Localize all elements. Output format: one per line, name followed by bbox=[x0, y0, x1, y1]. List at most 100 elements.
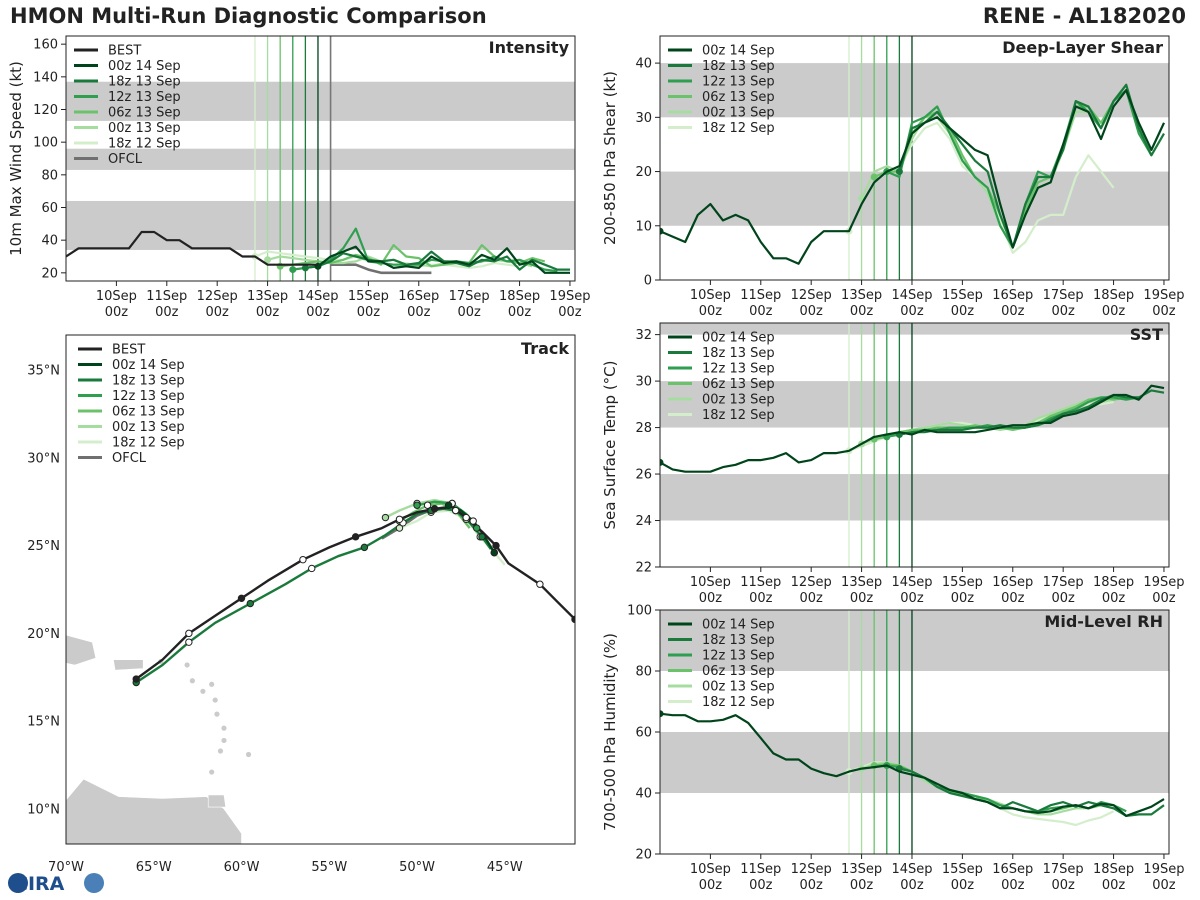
intensity-xtick-label: 14Sep bbox=[297, 289, 338, 304]
rh-xtick-sublabel: 00z bbox=[749, 878, 773, 893]
satellite-icon bbox=[84, 873, 104, 893]
intensity-xtick-label: 11Sep bbox=[146, 289, 187, 304]
rh-xtick-label: 15Sep bbox=[942, 862, 983, 877]
rh-band-0 bbox=[660, 732, 1169, 793]
intensity-xtick-sublabel: 00z bbox=[357, 305, 381, 320]
sst-xtick-sublabel: 00z bbox=[951, 591, 975, 606]
sst-xtick-label: 16Sep bbox=[992, 575, 1033, 590]
rh-xtick-sublabel: 00z bbox=[951, 878, 975, 893]
shear-xtick-sublabel: 00z bbox=[1051, 304, 1075, 319]
rh-ylabel: 700-500 hPa Humidity (%) bbox=[601, 633, 619, 831]
intensity-ytick-label: 160 bbox=[33, 38, 58, 53]
island-1 bbox=[189, 678, 195, 684]
sst-xtick-label: 11Sep bbox=[740, 575, 781, 590]
intensity-ytick-label: 20 bbox=[41, 266, 58, 281]
rh-xtick-label: 11Sep bbox=[740, 862, 781, 877]
rh-ytick-label: 100 bbox=[627, 604, 652, 619]
sst-band-0 bbox=[660, 474, 1169, 521]
track-point-BEST bbox=[430, 505, 439, 513]
intensity-xtick-label: 17Sep bbox=[449, 289, 490, 304]
sst-xtick-sublabel: 00z bbox=[749, 591, 773, 606]
intensity-legend-label: BEST bbox=[108, 44, 141, 59]
shear-xtick-label: 12Sep bbox=[791, 288, 832, 303]
track-lon-label: 70°W bbox=[48, 860, 84, 875]
rh-xtick-label: 18Sep bbox=[1093, 862, 1134, 877]
globe-icon bbox=[8, 873, 28, 893]
rh-xtick-sublabel: 00z bbox=[900, 878, 924, 893]
intensity-series-BEST bbox=[66, 230, 318, 266]
shear-xtick-label: 11Sep bbox=[740, 288, 781, 303]
shear-series-18z-13-Sep bbox=[898, 83, 1165, 249]
rh-xtick-sublabel: 00z bbox=[850, 878, 874, 893]
sst-title: SST bbox=[1130, 325, 1163, 344]
intensity-xtick-label: 12Sep bbox=[197, 289, 238, 304]
shear-xtick-sublabel: 00z bbox=[900, 304, 924, 319]
shear-xtick-label: 17Sep bbox=[1043, 288, 1084, 303]
track-legend-label: OFCL bbox=[112, 451, 147, 466]
track-title: Track bbox=[521, 339, 569, 358]
rh-plot-area bbox=[660, 610, 1169, 854]
sst-ytick-label: 30 bbox=[635, 375, 652, 390]
shear-panel: 01020304010Sep00z11Sep00z12Sep00z13Sep00… bbox=[601, 35, 1184, 319]
sst-xtick-sublabel: 00z bbox=[800, 591, 824, 606]
sst-legend-label: 18z 12 Sep bbox=[702, 408, 775, 423]
sst-band-2 bbox=[660, 323, 1169, 335]
track-point-18z-13-Sep bbox=[451, 506, 460, 515]
track-point-BEST bbox=[132, 675, 140, 683]
shear-ytick-label: 20 bbox=[635, 165, 652, 180]
shear-xtick-label: 19Sep bbox=[1143, 288, 1184, 303]
intensity-xtick-label: 15Sep bbox=[348, 289, 389, 304]
intensity-legend-label: 12z 13 Sep bbox=[108, 90, 181, 105]
intensity-series-18z-13-Sep bbox=[305, 250, 570, 271]
track-point-18z-13-Sep bbox=[185, 638, 193, 646]
intensity-legend-label: OFCL bbox=[108, 152, 143, 167]
rh-xtick-sublabel: 00z bbox=[1001, 878, 1025, 893]
rh-legend-label: 18z 12 Sep bbox=[702, 695, 775, 710]
intensity-ytick-label: 40 bbox=[41, 234, 58, 249]
track-panel: 70°W 65°W 60°W 55°W 50°W 45°W 10°N 15°N 20°N 25°N… bbox=[27, 334, 576, 875]
rh-ytick-label: 40 bbox=[635, 787, 652, 802]
track-point-BEST bbox=[237, 594, 246, 602]
track-lat-label: 35°N bbox=[27, 364, 60, 379]
intensity-series-00z-14-Sep bbox=[317, 245, 570, 274]
rh-series-00z-14-Sep bbox=[660, 712, 1165, 818]
rh-legend-label: 06z 13 Sep bbox=[702, 664, 775, 679]
rh-title: Mid-Level RH bbox=[1044, 612, 1163, 631]
intensity-ytick-label: 100 bbox=[33, 136, 58, 151]
shear-legend-label: 18z 13 Sep bbox=[702, 59, 775, 74]
rh-band-1 bbox=[660, 610, 1169, 671]
rh-xtick-label: 19Sep bbox=[1143, 862, 1184, 877]
sst-xtick-sublabel: 00z bbox=[1051, 591, 1075, 606]
sst-legend-label: 18z 13 Sep bbox=[702, 346, 775, 361]
intensity-xtick-sublabel: 00z bbox=[155, 305, 179, 320]
sst-series-18z-13-Sep bbox=[899, 389, 1165, 436]
rh-xtick-label: 17Sep bbox=[1043, 862, 1084, 877]
sst-ytick-label: 26 bbox=[635, 468, 652, 483]
track-point-BEST bbox=[492, 541, 500, 550]
island-3 bbox=[221, 725, 227, 731]
rh-xtick-sublabel: 00z bbox=[699, 878, 723, 893]
track-point-18z-13-Sep bbox=[360, 543, 369, 552]
shear-xtick-label: 15Sep bbox=[942, 288, 983, 303]
island-0 bbox=[209, 681, 215, 687]
land-mass-2 bbox=[66, 778, 242, 844]
track-point-BEST bbox=[395, 515, 404, 523]
shear-xtick-sublabel: 00z bbox=[1102, 304, 1126, 319]
intensity-xtick-label: 16Sep bbox=[398, 289, 439, 304]
intensity-xtick-label: 18Sep bbox=[499, 289, 540, 304]
rh-xtick-label: 14Sep bbox=[891, 862, 932, 877]
island-7 bbox=[245, 751, 252, 758]
rh-xtick-label: 12Sep bbox=[791, 862, 832, 877]
sst-xtick-label: 13Sep bbox=[841, 575, 882, 590]
sst-xtick-label: 12Sep bbox=[791, 575, 832, 590]
rh-legend-label: 00z 13 Sep bbox=[702, 680, 775, 695]
land-mass-3 bbox=[207, 794, 227, 808]
track-line-BEST bbox=[135, 505, 575, 680]
track-legend-label: 12z 13 Sep bbox=[112, 389, 185, 404]
intensity-xtick-sublabel: 00z bbox=[105, 305, 129, 320]
intensity-frame bbox=[65, 35, 576, 282]
intensity-plot-area bbox=[66, 36, 575, 281]
